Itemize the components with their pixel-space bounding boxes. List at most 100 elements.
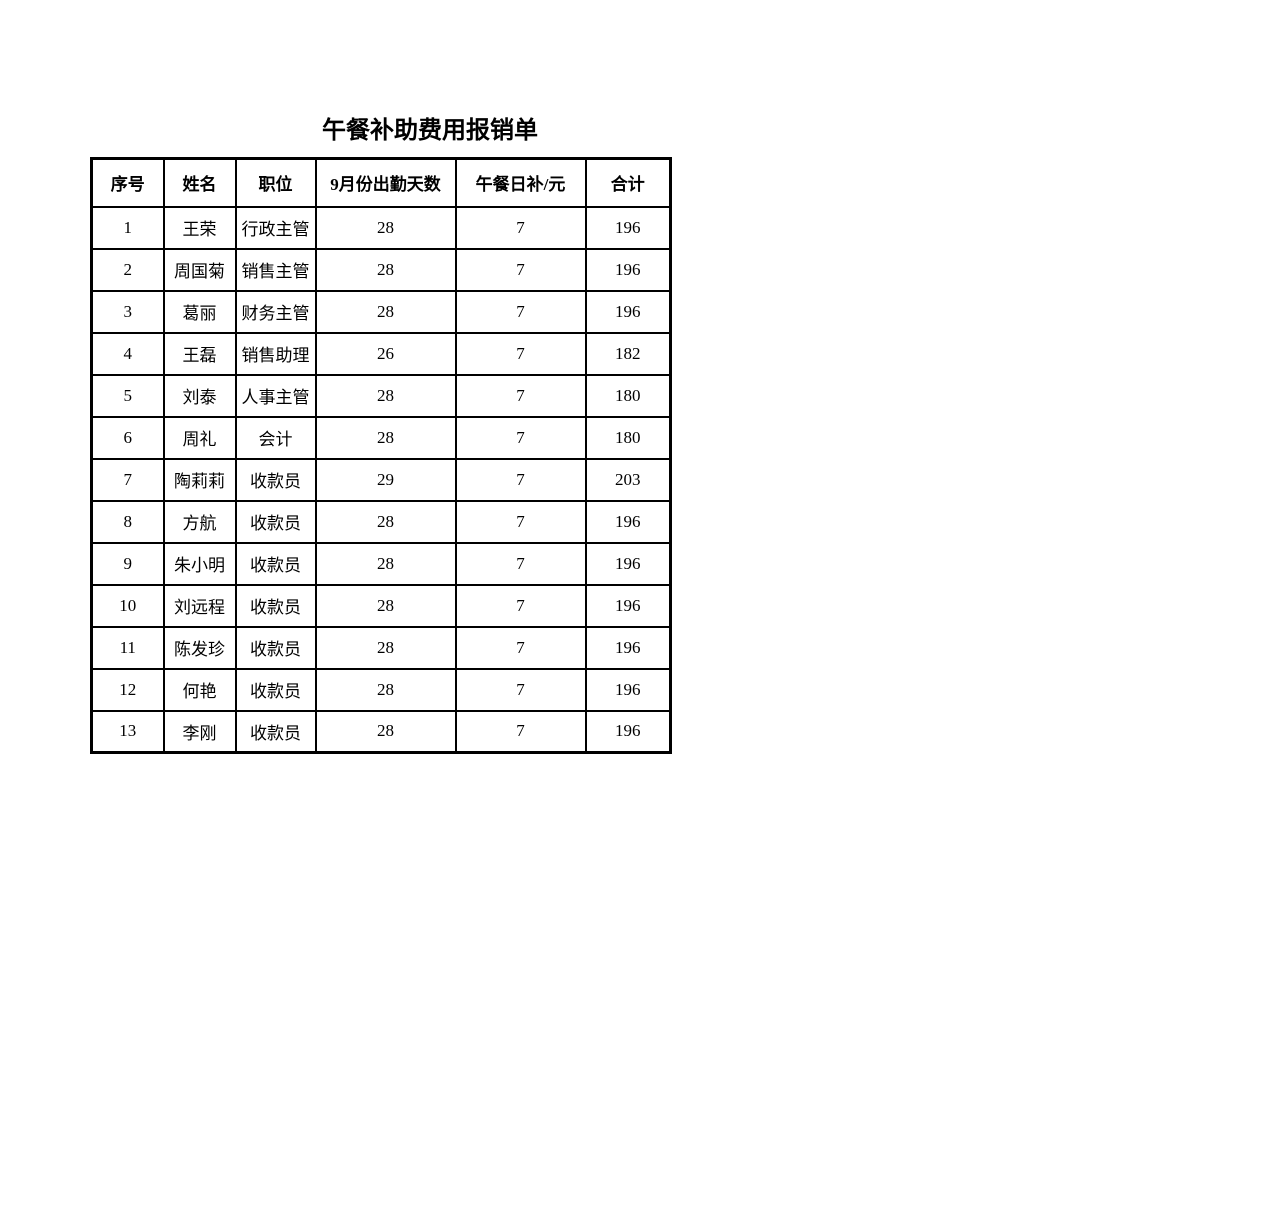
table-row: 10刘远程收款员287196: [92, 585, 671, 627]
cell-pos: 会计: [236, 417, 316, 459]
cell-rate: 7: [456, 249, 586, 291]
table-row: 7陶莉莉收款员297203: [92, 459, 671, 501]
cell-pos: 收款员: [236, 459, 316, 501]
cell-total: 196: [586, 501, 671, 543]
cell-pos: 收款员: [236, 501, 316, 543]
cell-name: 葛丽: [164, 291, 236, 333]
cell-total: 196: [586, 627, 671, 669]
table-row: 2周国菊销售主管287196: [92, 249, 671, 291]
cell-days: 28: [316, 543, 456, 585]
header-pos: 职位: [236, 159, 316, 207]
cell-days: 28: [316, 627, 456, 669]
cell-seq: 12: [92, 669, 164, 711]
cell-rate: 7: [456, 291, 586, 333]
cell-pos: 收款员: [236, 585, 316, 627]
cell-pos: 行政主管: [236, 207, 316, 249]
table-row: 1王荣行政主管287196: [92, 207, 671, 249]
cell-seq: 6: [92, 417, 164, 459]
cell-rate: 7: [456, 585, 586, 627]
cell-total: 196: [586, 291, 671, 333]
cell-days: 26: [316, 333, 456, 375]
cell-total: 196: [586, 711, 671, 753]
header-days: 9月份出勤天数: [316, 159, 456, 207]
cell-rate: 7: [456, 501, 586, 543]
cell-pos: 销售助理: [236, 333, 316, 375]
cell-name: 方航: [164, 501, 236, 543]
expense-table: 序号 姓名 职位 9月份出勤天数 午餐日补/元 合计 1王荣行政主管287196…: [90, 157, 672, 754]
cell-seq: 1: [92, 207, 164, 249]
document-container: 午餐补助费用报销单 序号 姓名 职位 9月份出勤天数 午餐日补/元 合计 1王荣…: [0, 0, 1280, 754]
cell-seq: 2: [92, 249, 164, 291]
cell-pos: 人事主管: [236, 375, 316, 417]
table-row: 4王磊销售助理267182: [92, 333, 671, 375]
cell-pos: 收款员: [236, 669, 316, 711]
cell-seq: 8: [92, 501, 164, 543]
cell-days: 28: [316, 291, 456, 333]
cell-rate: 7: [456, 207, 586, 249]
cell-seq: 4: [92, 333, 164, 375]
cell-total: 196: [586, 543, 671, 585]
cell-rate: 7: [456, 627, 586, 669]
cell-rate: 7: [456, 459, 586, 501]
cell-rate: 7: [456, 375, 586, 417]
cell-seq: 10: [92, 585, 164, 627]
cell-days: 28: [316, 501, 456, 543]
table-row: 8方航收款员287196: [92, 501, 671, 543]
document-title: 午餐补助费用报销单: [90, 110, 700, 145]
cell-name: 李刚: [164, 711, 236, 753]
cell-pos: 收款员: [236, 711, 316, 753]
cell-days: 28: [316, 375, 456, 417]
cell-name: 朱小明: [164, 543, 236, 585]
cell-name: 王磊: [164, 333, 236, 375]
cell-rate: 7: [456, 543, 586, 585]
cell-days: 28: [316, 669, 456, 711]
cell-rate: 7: [456, 333, 586, 375]
cell-name: 王荣: [164, 207, 236, 249]
cell-seq: 13: [92, 711, 164, 753]
cell-seq: 11: [92, 627, 164, 669]
cell-name: 何艳: [164, 669, 236, 711]
header-total: 合计: [586, 159, 671, 207]
cell-seq: 9: [92, 543, 164, 585]
table-row: 3葛丽财务主管287196: [92, 291, 671, 333]
cell-name: 刘远程: [164, 585, 236, 627]
cell-name: 周国菊: [164, 249, 236, 291]
cell-pos: 销售主管: [236, 249, 316, 291]
header-seq: 序号: [92, 159, 164, 207]
cell-pos: 收款员: [236, 627, 316, 669]
cell-pos: 财务主管: [236, 291, 316, 333]
table-row: 6周礼会计287180: [92, 417, 671, 459]
table-row: 5刘泰人事主管287180: [92, 375, 671, 417]
table-body: 1王荣行政主管2871962周国菊销售主管2871963葛丽财务主管287196…: [92, 207, 671, 753]
cell-days: 28: [316, 711, 456, 753]
cell-days: 28: [316, 249, 456, 291]
cell-total: 196: [586, 207, 671, 249]
cell-total: 196: [586, 669, 671, 711]
cell-total: 180: [586, 375, 671, 417]
cell-pos: 收款员: [236, 543, 316, 585]
table-row: 9朱小明收款员287196: [92, 543, 671, 585]
cell-days: 28: [316, 207, 456, 249]
cell-total: 196: [586, 585, 671, 627]
cell-days: 28: [316, 417, 456, 459]
cell-total: 196: [586, 249, 671, 291]
cell-rate: 7: [456, 711, 586, 753]
table-row: 11陈发珍收款员287196: [92, 627, 671, 669]
cell-total: 182: [586, 333, 671, 375]
cell-total: 180: [586, 417, 671, 459]
cell-seq: 5: [92, 375, 164, 417]
header-name: 姓名: [164, 159, 236, 207]
cell-days: 28: [316, 585, 456, 627]
cell-name: 周礼: [164, 417, 236, 459]
cell-total: 203: [586, 459, 671, 501]
cell-name: 陈发珍: [164, 627, 236, 669]
cell-days: 29: [316, 459, 456, 501]
table-row: 12何艳收款员287196: [92, 669, 671, 711]
cell-name: 陶莉莉: [164, 459, 236, 501]
table-row: 13李刚收款员287196: [92, 711, 671, 753]
cell-seq: 3: [92, 291, 164, 333]
table-header-row: 序号 姓名 职位 9月份出勤天数 午餐日补/元 合计: [92, 159, 671, 207]
cell-rate: 7: [456, 417, 586, 459]
cell-seq: 7: [92, 459, 164, 501]
cell-rate: 7: [456, 669, 586, 711]
